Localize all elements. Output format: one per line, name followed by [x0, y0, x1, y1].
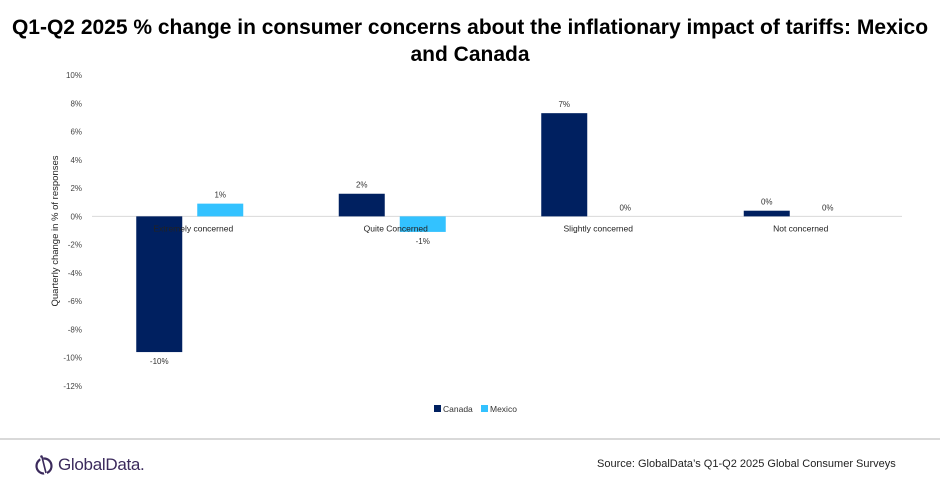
- y-tick-label: 0%: [70, 212, 82, 221]
- y-tick-label: -2%: [68, 241, 82, 250]
- y-tick-label: -4%: [68, 269, 82, 278]
- y-axis: 10% 8% 6% 4% 2% 0% -2% -4% -6% -8% -10% -12%: [63, 71, 82, 391]
- category-label: Quite Concerned: [364, 223, 429, 233]
- category-labels: Extremely concerned Quite Concerned Slight…: [153, 223, 828, 233]
- legend-label: Mexico: [490, 404, 517, 414]
- y-tick-label: 10%: [66, 71, 82, 80]
- y-tick-label: 8%: [70, 99, 82, 108]
- data-label: 7%: [558, 100, 570, 109]
- legend-label: Canada: [443, 404, 473, 414]
- data-label: 1%: [214, 191, 226, 200]
- legend: Canada Mexico: [434, 404, 517, 414]
- chart-title: Q1-Q2 2025 % change in consumer concerns…: [11, 16, 929, 66]
- category-label: Extremely concerned: [153, 223, 233, 233]
- data-label: 0%: [619, 203, 631, 212]
- bar-canada: [743, 210, 790, 217]
- bar-canada: [541, 113, 588, 217]
- bar-chart: 10% 8% 6% 4% 2% 0% -2% -4% -6% -8% -10% -12% Quarte…: [50, 71, 902, 414]
- y-tick-label: -6%: [68, 297, 82, 306]
- y-tick-label: -10%: [63, 354, 82, 363]
- source-note: Source: GlobalData’s Q1-Q2 2025 Global C…: [597, 458, 896, 470]
- y-tick-label: -8%: [68, 325, 82, 334]
- globaldata-logo-icon: [35, 455, 53, 476]
- bars-group: [136, 113, 790, 353]
- y-tick-label: 2%: [70, 184, 82, 193]
- data-label: -10%: [150, 357, 169, 366]
- data-label: 2%: [356, 181, 368, 190]
- logo-text: GlobalData.: [58, 455, 145, 474]
- data-label: 0%: [761, 198, 773, 207]
- y-tick-label: 6%: [70, 128, 82, 137]
- bar-canada: [338, 193, 385, 217]
- data-labels: -10% 1% 2% -1% 7% 0% 0% 0%: [150, 100, 834, 366]
- bar-mexico: [197, 203, 244, 217]
- legend-swatch-canada: [434, 405, 441, 412]
- footer-divider: [0, 438, 940, 440]
- y-axis-label: Quarterly change in % of responses: [50, 155, 61, 306]
- category-label: Not concerned: [773, 223, 829, 233]
- bar-mexico: [399, 216, 446, 232]
- data-label: 0%: [822, 203, 834, 212]
- y-tick-label: -12%: [63, 382, 82, 391]
- data-label: -1%: [416, 237, 430, 246]
- bar-canada: [136, 216, 183, 353]
- globaldata-logo: GlobalData.: [34, 454, 145, 476]
- legend-swatch-mexico: [481, 405, 488, 412]
- category-label: Slightly concerned: [564, 223, 634, 233]
- y-tick-label: 4%: [70, 156, 82, 165]
